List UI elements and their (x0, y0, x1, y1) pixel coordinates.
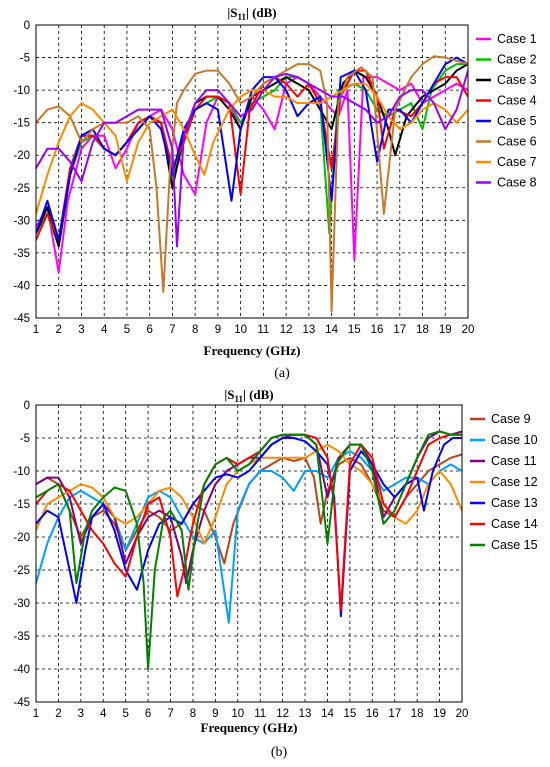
x-tick-label: 18 (411, 708, 424, 720)
y-tick-label: -45 (13, 313, 30, 325)
y-tick-label: -20 (13, 150, 30, 162)
x-tick-label: 4 (101, 324, 108, 336)
x-tick-label: 17 (388, 708, 401, 720)
x-tick-label: 1 (33, 708, 39, 720)
y-tick-label: -20 (13, 532, 30, 544)
x-axis-label: Frequency (GHz) (201, 720, 298, 735)
legend-label: Case 2 (497, 53, 537, 67)
y-tick-label: -40 (13, 280, 30, 292)
legend: Case 9 Case 10 Case 11 Case 12 Case 13 Case 1… (470, 412, 538, 552)
y-tick-label: -5 (20, 53, 30, 65)
x-tick-label: 5 (124, 324, 130, 336)
y-tick-label: -25 (13, 183, 30, 195)
x-tick-label: 5 (122, 708, 128, 720)
x-tick-label: 3 (78, 708, 84, 720)
x-tick-label: 9 (212, 708, 218, 720)
chart-title: |S11| (dB) (224, 387, 273, 404)
plot-frame (35, 24, 469, 319)
x-tick-label: 17 (393, 324, 406, 336)
x-tick-label: 16 (366, 708, 379, 720)
legend-label: Case 7 (497, 155, 537, 169)
y-tick-label: -5 (20, 433, 30, 445)
x-axis-label: Frequency (GHz) (204, 343, 301, 358)
chart-title: |S11| (dB) (227, 5, 276, 22)
x-tick-label: 11 (257, 324, 269, 336)
x-tick-label: 15 (343, 708, 356, 720)
x-tick-label: 1 (33, 324, 39, 336)
x-tick-label: 15 (348, 324, 361, 336)
legend-label: Case 5 (497, 114, 537, 128)
x-tick-label: 20 (462, 324, 475, 336)
panel-caption: (a) (274, 366, 290, 381)
legend-label: Case 6 (497, 135, 537, 149)
x-tick-label: 16 (371, 324, 384, 336)
x-tick-label: 7 (169, 324, 175, 336)
series-line-case-5 (36, 56, 468, 241)
legend-label: Case 10 (491, 433, 538, 447)
series-line-case-7 (36, 82, 468, 215)
legend-label: Case 15 (491, 538, 538, 552)
series-group (36, 55, 468, 313)
y-tick-label: -10 (13, 466, 30, 478)
x-tick-label: 9 (215, 324, 221, 336)
series-line-case-14 (36, 433, 462, 611)
x-tick-label: 14 (321, 708, 334, 720)
series-group (36, 430, 462, 670)
legend-label: Case 13 (491, 496, 538, 510)
y-tick-label: -15 (13, 118, 30, 130)
y-tick-label: 0 (24, 400, 30, 412)
x-tick-label: 4 (100, 708, 107, 720)
x-tick-label: 3 (78, 324, 84, 336)
y-tick-label: -30 (13, 598, 30, 610)
x-tick-label: 7 (167, 708, 173, 720)
y-tick-label: -30 (13, 215, 30, 227)
x-tick-label: 13 (299, 708, 312, 720)
x-tick-label: 13 (302, 324, 315, 336)
legend-label: Case 3 (497, 73, 537, 87)
legend-label: Case 12 (491, 475, 538, 489)
legend-label: Case 9 (491, 412, 531, 426)
x-tick-label: 2 (55, 708, 61, 720)
plot-frame (35, 404, 463, 703)
series-line-case-8 (36, 69, 468, 248)
x-tick-label: 8 (190, 708, 196, 720)
x-tick-label: 10 (231, 708, 244, 720)
x-tick-label: 6 (145, 708, 151, 720)
x-tick-label: 11 (254, 708, 266, 720)
y-tick-label: -25 (13, 565, 30, 577)
y-tick-label: -40 (13, 664, 30, 676)
legend-label: Case 11 (491, 454, 537, 468)
x-tick-label: 2 (56, 324, 62, 336)
x-tick-label: 8 (192, 324, 198, 336)
y-tick-label: -15 (13, 499, 30, 511)
legend: Case 1 Case 2 Case 3 Case 4 Case 5 Case 6 Case… (476, 32, 537, 190)
series-line-case-15 (36, 430, 462, 670)
x-tick-label: 19 (439, 324, 452, 336)
y-tick-label: 0 (24, 20, 30, 32)
y-tick-label: -35 (13, 631, 30, 643)
y-tick-label: -45 (13, 697, 30, 709)
y-tick-label: -35 (13, 248, 30, 260)
y-tick-label: -10 (13, 85, 30, 97)
x-tick-label: 12 (280, 324, 293, 336)
legend-label: Case 14 (491, 517, 538, 531)
x-tick-label: 12 (276, 708, 289, 720)
x-tick-label: 6 (146, 324, 152, 336)
legend-label: Case 8 (497, 176, 537, 190)
x-tick-label: 14 (325, 324, 338, 336)
x-tick-label: 19 (433, 708, 446, 720)
x-tick-label: 10 (234, 324, 247, 336)
panel-caption: (b) (271, 745, 288, 760)
chart-panel-a: 1 2 3 4 5 6 7 8 9 10 11 12 13 14 15 16 17 18 19 200-5-10-15… (13, 5, 536, 381)
series-line-case-13 (36, 437, 462, 618)
x-tick-label: 20 (456, 708, 469, 720)
legend-label: Case 1 (497, 32, 537, 46)
x-tick-label: 18 (416, 324, 429, 336)
legend-label: Case 4 (497, 94, 537, 108)
chart-panel-b: 1 2 3 4 5 6 7 8 9 10 11 12 13 14 15 16 17 18 19 200-5-10-15… (13, 387, 537, 760)
